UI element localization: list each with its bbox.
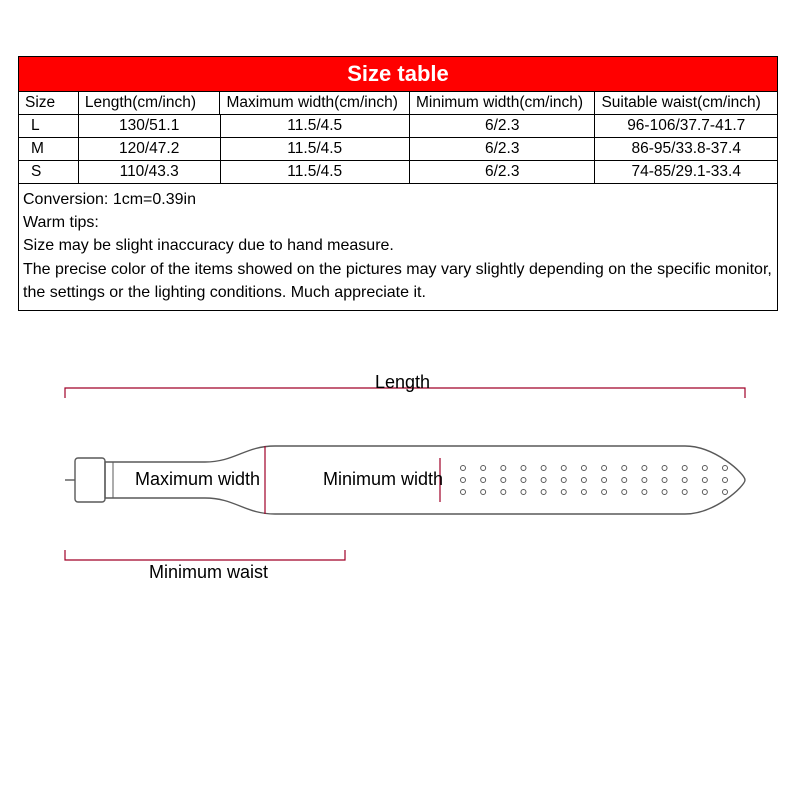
table-cell: 11.5/4.5 [221,138,410,160]
table-cell: L [19,115,79,137]
col-minwidth: Minimum width(cm/inch) [410,92,596,114]
table-cell: 110/43.3 [79,161,221,183]
table-cell: 6/2.3 [410,161,596,183]
table-cell: M [19,138,79,160]
table-title: Size table [19,57,777,92]
col-maxwidth: Maximum width(cm/inch) [220,92,409,114]
note-line: Conversion: 1cm=0.39in [23,188,773,211]
min-waist-label: Minimum waist [149,562,268,583]
min-width-label: Minimum width [323,469,443,490]
table-row: M120/47.211.5/4.56/2.386-95/33.8-37.4 [19,138,777,161]
table-cell: 86-95/33.8-37.4 [595,138,777,160]
table-cell: 6/2.3 [410,115,596,137]
table-cell: 11.5/4.5 [221,161,410,183]
table-cell: S [19,161,79,183]
table-notes: Conversion: 1cm=0.39inWarm tips:Size may… [19,184,777,310]
col-length: Length(cm/inch) [79,92,221,114]
note-line: Size may be slight inaccuracy due to han… [23,234,773,257]
table-cell: 130/51.1 [79,115,221,137]
belt-diagram: Length Maximum width Minimum width Minim… [45,370,755,640]
table-cell: 120/47.2 [79,138,221,160]
table-cell: 74-85/29.1-33.4 [595,161,777,183]
table-cell: 6/2.3 [410,138,596,160]
table-cell: 96-106/37.7-41.7 [595,115,777,137]
table-row: L130/51.111.5/4.56/2.396-106/37.7-41.7 [19,115,777,138]
note-line: Warm tips: [23,211,773,234]
table-cell: 11.5/4.5 [221,115,410,137]
table-header-row: Size Length(cm/inch) Maximum width(cm/in… [19,92,777,115]
max-width-label: Maximum width [135,469,260,490]
length-label: Length [375,372,430,393]
note-line: The precise color of the items showed on… [23,258,773,304]
table-row: S110/43.311.5/4.56/2.374-85/29.1-33.4 [19,161,777,184]
col-waist: Suitable waist(cm/inch) [595,92,777,114]
col-size: Size [19,92,79,114]
size-table: Size table Size Length(cm/inch) Maximum … [18,56,778,311]
